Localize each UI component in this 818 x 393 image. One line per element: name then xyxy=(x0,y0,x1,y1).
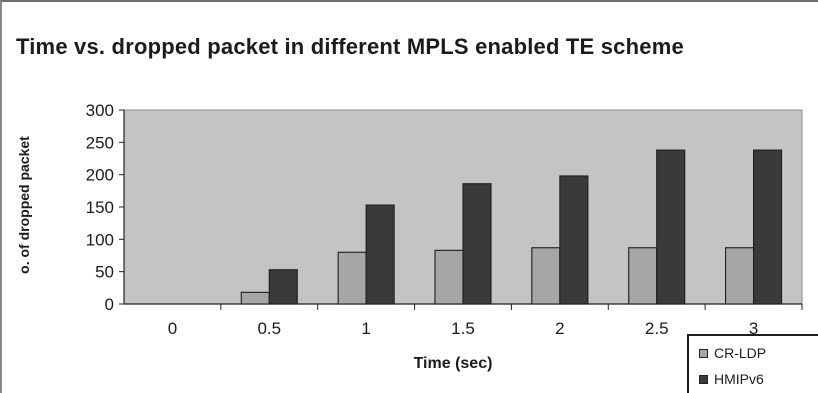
chart-title: Time vs. dropped packet in different MPL… xyxy=(16,34,684,59)
x-axis-label: Time (sec) xyxy=(414,355,493,372)
bar-hmipv6 xyxy=(365,204,395,305)
x-tick-label: 3 xyxy=(749,319,758,338)
bar-cr-ldp xyxy=(725,247,755,305)
y-tick-label: 150 xyxy=(86,198,114,217)
legend-swatch-cr-ldp xyxy=(699,348,708,358)
bar-cr-ldp xyxy=(531,247,561,305)
bar-hmipv6 xyxy=(268,269,298,305)
y-tick-label: 0 xyxy=(105,295,114,314)
bar-cr-ldp xyxy=(240,291,270,305)
legend-label-hmipv6: HMIPv6 xyxy=(714,371,764,387)
x-tick-label: 1 xyxy=(361,319,370,338)
y-tick-label: 50 xyxy=(95,263,114,282)
x-tick-label: 2.5 xyxy=(645,319,669,338)
bar-hmipv6 xyxy=(559,175,589,305)
y-tick-label: 100 xyxy=(86,230,114,249)
x-tick-label: 1.5 xyxy=(451,319,475,338)
bar-hmipv6 xyxy=(462,183,492,305)
bar-cr-ldp xyxy=(337,251,367,305)
x-tick-label: 0 xyxy=(168,319,177,338)
x-tick-label: 0.5 xyxy=(257,319,281,338)
legend-item-cr-ldp: CR-LDP xyxy=(699,343,766,363)
y-tick-label: 300 xyxy=(86,101,114,120)
y-tick-label: 250 xyxy=(86,133,114,152)
legend: CR-LDP HMIPv6 xyxy=(687,334,818,393)
bar-hmipv6 xyxy=(656,149,686,305)
bar-cr-ldp xyxy=(628,247,658,305)
legend-swatch-hmipv6 xyxy=(699,374,708,384)
bar-cr-ldp xyxy=(434,249,464,305)
x-tick-label: 2 xyxy=(555,319,564,338)
legend-item-hmipv6: HMIPv6 xyxy=(699,369,764,389)
bar-hmipv6 xyxy=(753,149,783,305)
y-tick-label: 200 xyxy=(86,166,114,185)
legend-label-cr-ldp: CR-LDP xyxy=(714,345,767,361)
